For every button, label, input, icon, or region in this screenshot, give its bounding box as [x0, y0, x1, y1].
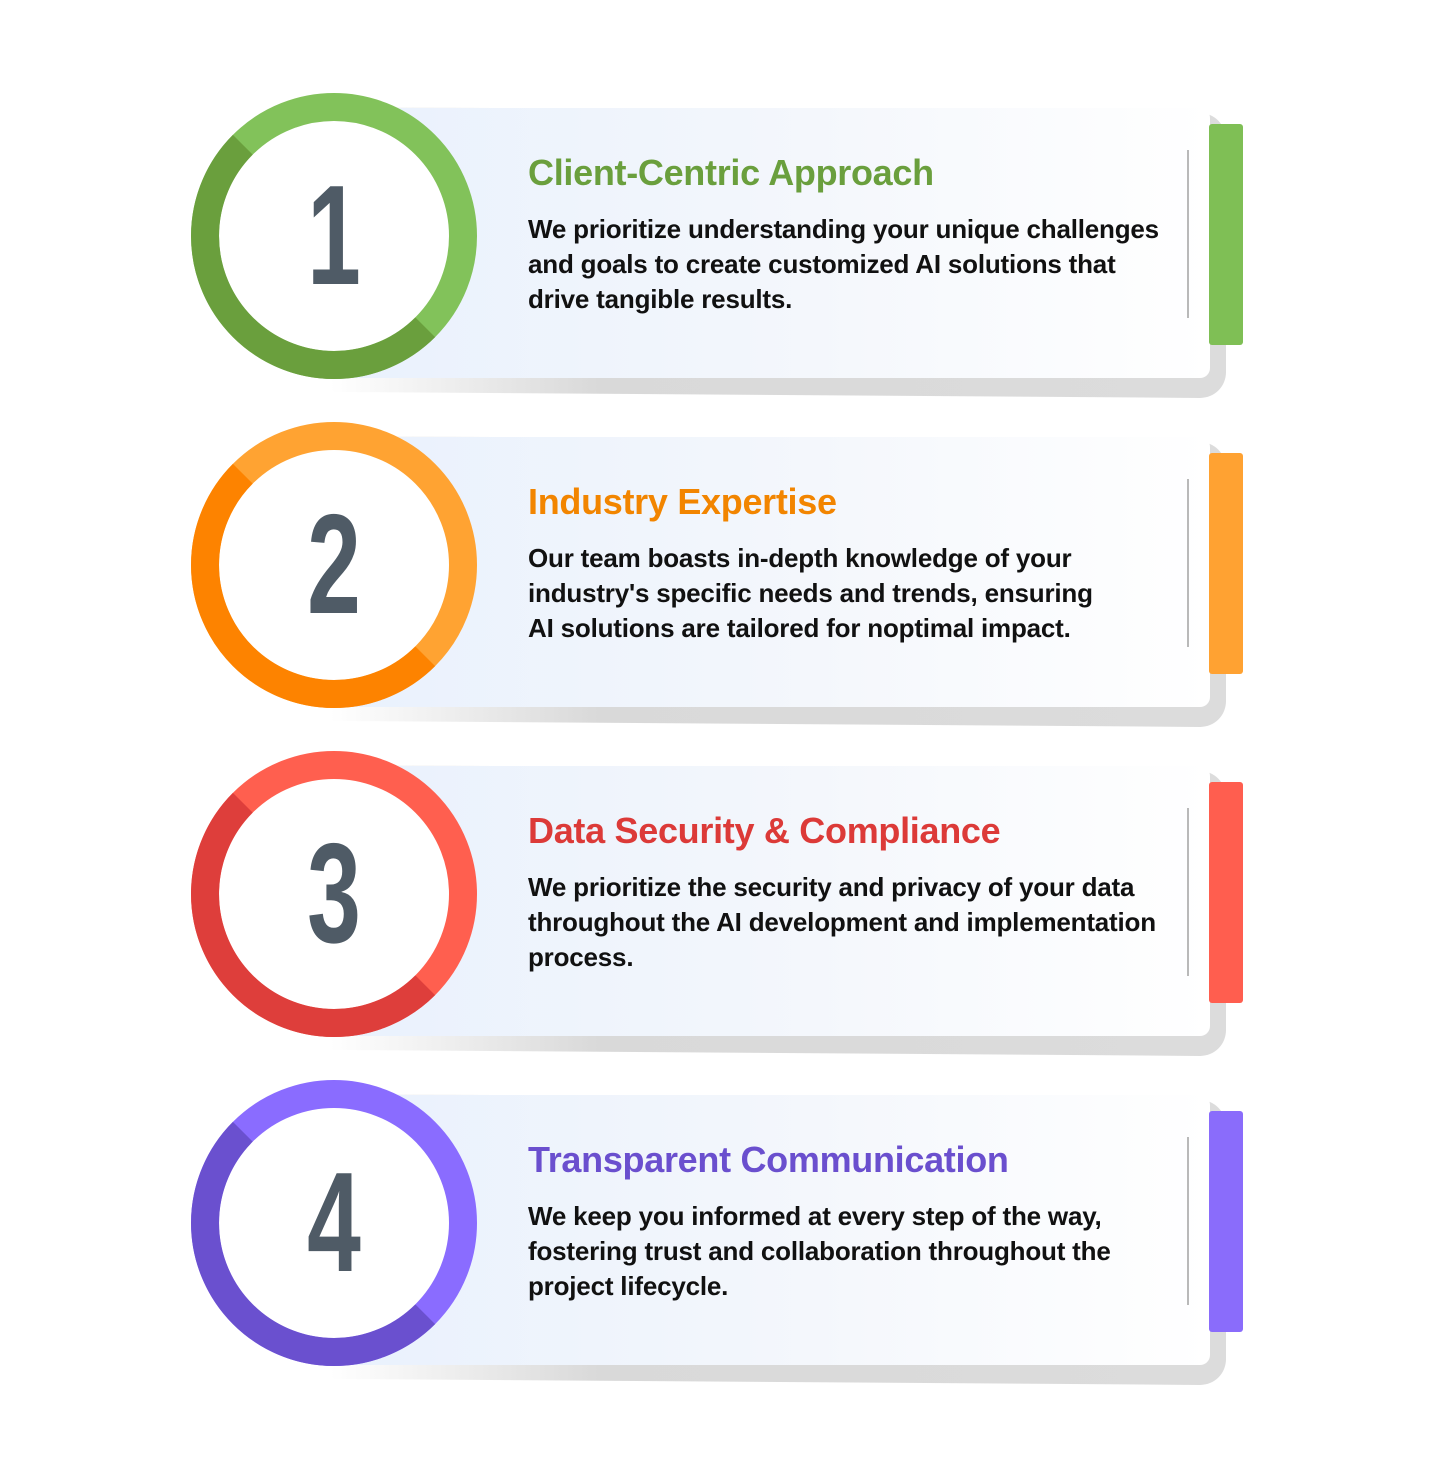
step-description: We keep you informed at every step of th…	[528, 1199, 1188, 1304]
card-divider	[1187, 479, 1189, 647]
description-line: AI solutions are tailored for noptimal i…	[528, 613, 1071, 643]
description-line: throughout the AI development and implem…	[528, 907, 1156, 937]
description-line: fostering trust and collaboration throug…	[528, 1236, 1111, 1266]
step-4: 4 Transparent Communication We keep you …	[0, 1077, 1434, 1386]
step-description: We prioritize the security and privacy o…	[528, 870, 1188, 975]
accent-bar	[1209, 124, 1243, 345]
step-title: Data Security & Compliance	[528, 810, 1001, 851]
step-title: Transparent Communication	[528, 1139, 1009, 1180]
number-ring	[191, 1080, 477, 1366]
step-2: 2 Industry Expertise Our team boasts in-…	[0, 419, 1434, 728]
description-line: We prioritize understanding your unique …	[528, 214, 1159, 244]
number-ring	[191, 751, 477, 1037]
step-number: 3	[307, 814, 361, 973]
accent-bar	[1209, 453, 1243, 674]
step-description: Our team boasts in-depth knowledge of yo…	[528, 541, 1188, 646]
description-line: We keep you informed at every step of th…	[528, 1201, 1102, 1231]
accent-bar	[1209, 1111, 1243, 1332]
step-number: 1	[307, 156, 361, 315]
description-line: and goals to create customized AI soluti…	[528, 249, 1116, 279]
step-1: 1 Client-Centric Approach We prioritize …	[0, 90, 1434, 399]
step-title: Industry Expertise	[528, 481, 837, 522]
description-line: project lifecycle.	[528, 1271, 729, 1301]
card-divider	[1187, 150, 1189, 318]
card-divider	[1187, 1137, 1189, 1305]
description-line: industry's specific needs and trends, en…	[528, 578, 1093, 608]
card-divider	[1187, 808, 1189, 976]
description-line: process.	[528, 942, 634, 972]
description-line: Our team boasts in-depth knowledge of yo…	[528, 543, 1072, 573]
step-number: 2	[307, 485, 361, 644]
step-number: 4	[307, 1143, 361, 1302]
step-3: 3 Data Security & Compliance We prioriti…	[0, 748, 1434, 1057]
number-ring	[191, 93, 477, 379]
number-ring	[191, 422, 477, 708]
description-line: We prioritize the security and privacy o…	[528, 872, 1135, 902]
description-line: drive tangible results.	[528, 284, 793, 314]
step-description: We prioritize understanding your unique …	[528, 212, 1188, 317]
step-title: Client-Centric Approach	[528, 152, 934, 193]
accent-bar	[1209, 782, 1243, 1003]
